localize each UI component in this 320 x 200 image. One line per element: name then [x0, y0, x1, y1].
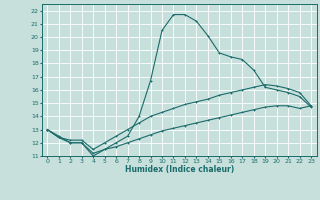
- X-axis label: Humidex (Indice chaleur): Humidex (Indice chaleur): [124, 165, 234, 174]
